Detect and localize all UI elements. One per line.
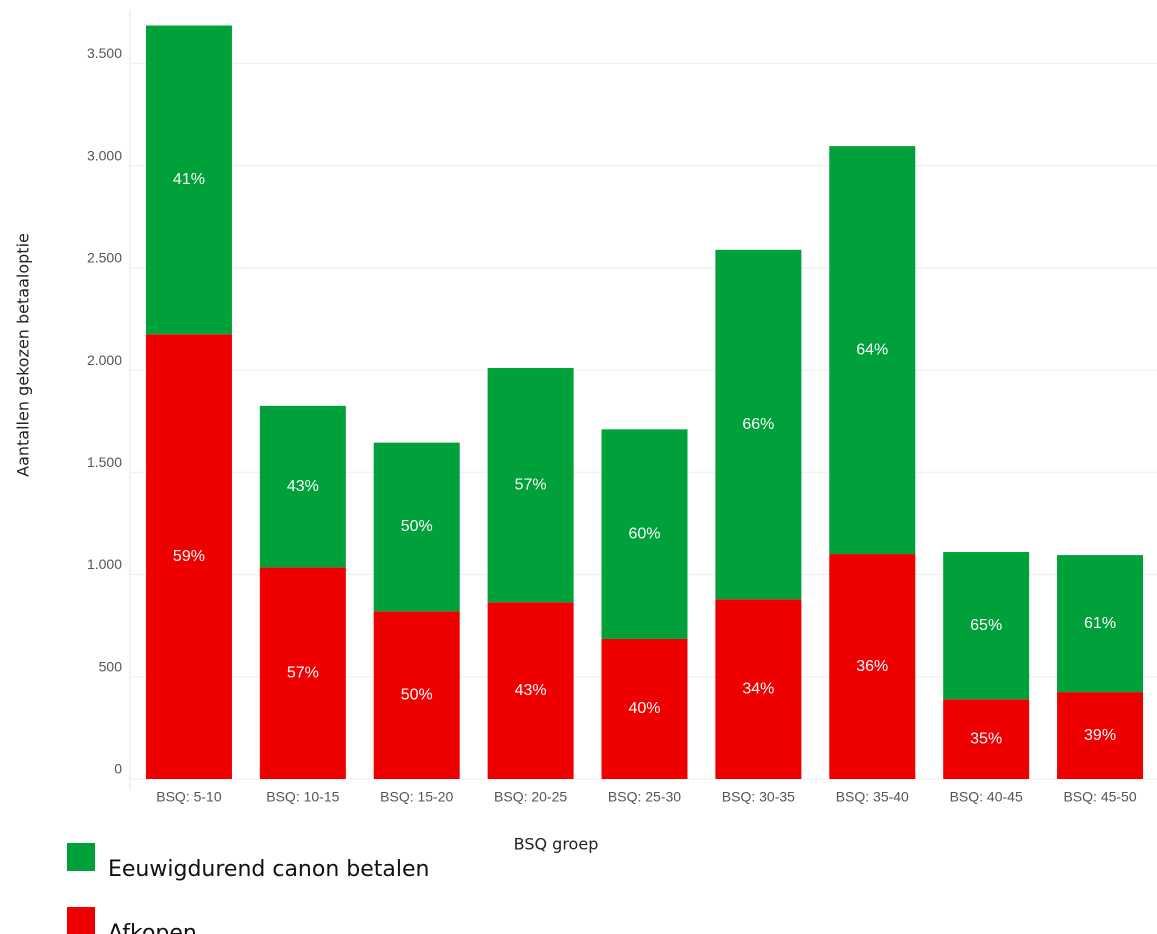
x-tick-label: BSQ: 10-15	[266, 789, 339, 805]
legend-label: Eeuwigdurend canon betalen	[108, 857, 429, 882]
bar-segment	[601, 429, 688, 639]
x-tick-label: BSQ: 15-20	[380, 789, 453, 805]
value-label: 36%	[856, 658, 888, 675]
y-tick-label: 3.500	[87, 45, 122, 61]
value-label: 34%	[742, 680, 774, 697]
x-tick-label: BSQ: 5-10	[156, 789, 222, 805]
x-tick-label: BSQ: 45-50	[1063, 789, 1136, 805]
y-tick-label: 2.500	[87, 250, 122, 266]
value-label: 50%	[401, 686, 433, 703]
value-label: 60%	[628, 525, 660, 542]
y-tick-label: 1.500	[87, 454, 122, 470]
x-tick-label: BSQ: 25-30	[608, 789, 681, 805]
bar-segment	[1057, 692, 1144, 779]
y-tick-label: 0	[114, 761, 122, 777]
value-label: 50%	[401, 518, 433, 535]
bar-segment	[487, 368, 574, 603]
bar-segment	[601, 638, 688, 779]
x-axis-label: BSQ groep	[514, 835, 599, 854]
legend-swatch	[67, 843, 95, 871]
bar-segment	[145, 25, 232, 335]
y-axis-label: Aantallen gekozen betaaloptie	[14, 233, 33, 477]
bar-segment	[715, 249, 802, 600]
value-label: 35%	[970, 730, 1002, 747]
bar-segment	[487, 602, 574, 779]
value-label: 66%	[742, 416, 774, 433]
x-tick-label: BSQ: 35-40	[836, 789, 909, 805]
bar-segment	[1057, 555, 1144, 693]
value-label: 59%	[173, 548, 205, 565]
bar-segment	[145, 334, 232, 779]
value-label: 61%	[1084, 615, 1116, 632]
x-tick-label: BSQ: 40-45	[950, 789, 1023, 805]
value-label: 65%	[970, 617, 1002, 634]
value-label: 64%	[856, 341, 888, 358]
value-label: 43%	[287, 478, 319, 495]
bar-segment	[373, 611, 460, 779]
bar-segment	[943, 699, 1030, 779]
bar-segment	[373, 442, 460, 612]
value-label: 39%	[1084, 727, 1116, 744]
legend-swatch	[67, 907, 95, 934]
bar-segment	[259, 567, 346, 779]
y-tick-label: 500	[99, 658, 123, 674]
x-tick-label: BSQ: 30-35	[722, 789, 795, 805]
value-label: 57%	[515, 476, 547, 493]
bar-segment	[715, 599, 802, 779]
bar-segment	[829, 554, 916, 779]
bar-segment	[943, 552, 1030, 700]
value-label: 57%	[287, 664, 319, 681]
y-tick-label: 1.000	[87, 556, 122, 572]
value-label: 40%	[628, 700, 660, 717]
y-tick-label: 3.000	[87, 147, 122, 163]
value-label: 41%	[173, 171, 205, 188]
y-tick-label: 2.000	[87, 352, 122, 368]
bar-segment	[829, 146, 916, 555]
bar-segment	[259, 405, 346, 568]
value-label: 43%	[515, 682, 547, 699]
x-tick-label: BSQ: 20-25	[494, 789, 567, 805]
legend-label: Afkopen	[108, 921, 197, 934]
